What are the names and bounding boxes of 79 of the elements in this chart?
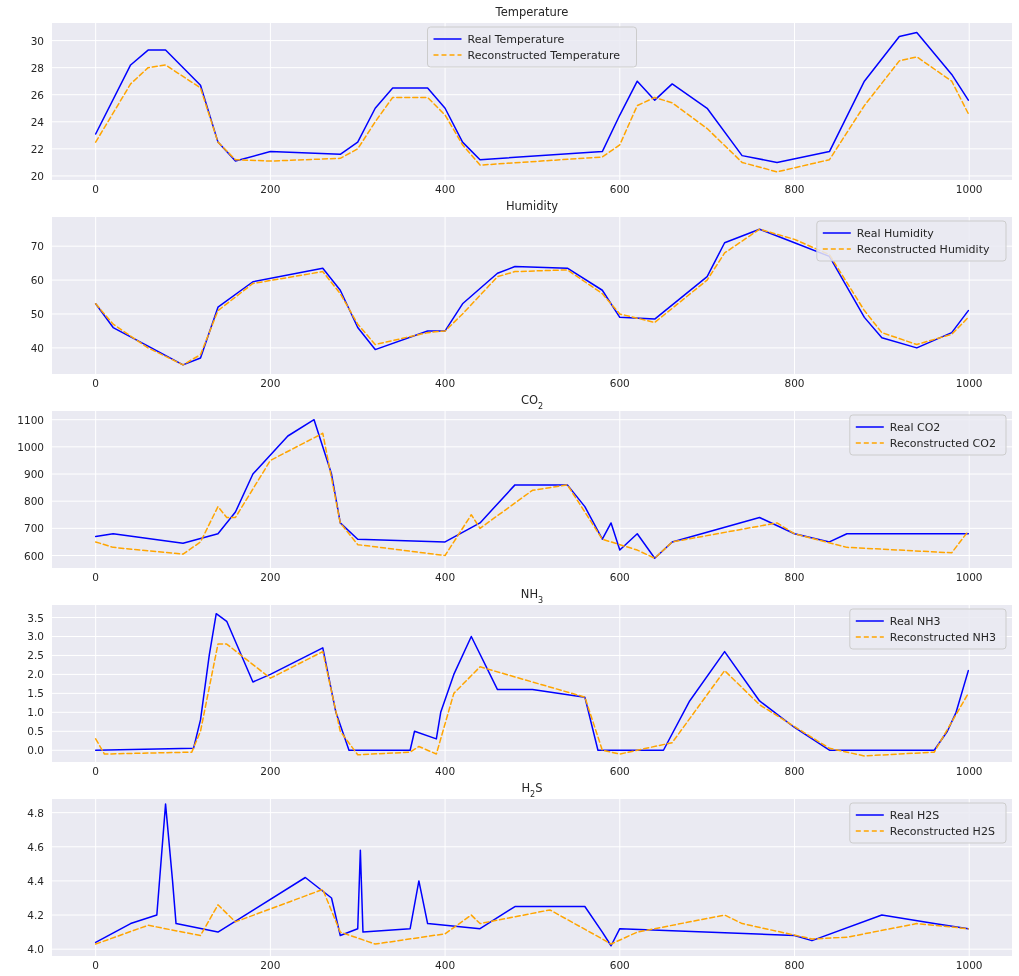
x-tick-label: 800 xyxy=(784,183,805,195)
y-tick-label: 1.5 xyxy=(27,687,44,700)
x-tick-label: 1000 xyxy=(955,959,983,971)
y-tick-label: 40 xyxy=(30,341,44,354)
y-tick-label: 0.0 xyxy=(27,744,44,757)
y-tick-label: 4.0 xyxy=(27,943,44,956)
y-tick-label: 70 xyxy=(30,240,44,253)
x-tick-label: 0 xyxy=(92,183,100,195)
y-tick-label: 30 xyxy=(30,34,44,47)
line-series xyxy=(94,888,970,945)
x-tick-label: 400 xyxy=(435,183,456,195)
line-series xyxy=(94,803,970,947)
y-tick-label: 22 xyxy=(30,142,44,155)
x-tick-label: 400 xyxy=(435,959,456,971)
x-tick-label: 1000 xyxy=(955,183,983,195)
x-tick-label: 400 xyxy=(435,571,456,583)
chart-title: H$_{2}$S xyxy=(521,781,543,799)
legend-label: Real Humidity xyxy=(856,227,935,240)
y-tick-label: 60 xyxy=(30,274,44,287)
y-tick-label: 0.5 xyxy=(27,725,44,738)
x-tick-label: 600 xyxy=(609,571,630,583)
chart-title: CO$_{2}$ xyxy=(520,393,544,411)
x-tick-label: 600 xyxy=(609,765,630,777)
y-tick-label: 26 xyxy=(30,88,45,101)
y-tick-label: 24 xyxy=(30,115,45,128)
x-tick-label: 1000 xyxy=(955,765,983,777)
x-tick-label: 600 xyxy=(609,183,630,195)
y-tick-label: 900 xyxy=(23,468,44,481)
x-tick-label: 200 xyxy=(260,765,281,777)
y-tick-label: 4.6 xyxy=(27,840,45,853)
chart-title: NH$_{3}$ xyxy=(520,587,544,605)
x-tick-label: 0 xyxy=(92,377,100,389)
y-tick-label: 4.4 xyxy=(27,874,45,887)
legend-label: Reconstructed Temperature xyxy=(467,49,621,62)
x-tick-label: 600 xyxy=(609,959,630,971)
y-tick-label: 4.8 xyxy=(27,806,44,819)
chart-title: Temperature xyxy=(494,5,569,19)
legend-label: Real CO2 xyxy=(889,421,941,434)
y-tick-label: 800 xyxy=(23,495,44,508)
x-tick-label: 1000 xyxy=(955,571,983,583)
y-tick-label: 50 xyxy=(30,307,44,320)
legend-label: Real Temperature xyxy=(467,33,565,46)
x-tick-label: 600 xyxy=(609,377,630,389)
y-tick-label: 28 xyxy=(30,61,44,74)
x-tick-label: 800 xyxy=(784,959,805,971)
x-tick-label: 800 xyxy=(784,377,805,389)
x-tick-label: 200 xyxy=(260,377,281,389)
x-tick-label: 200 xyxy=(260,959,281,971)
chart-title: Humidity xyxy=(505,199,559,213)
y-tick-label: 3.0 xyxy=(27,630,44,643)
legend-label: Reconstructed CO2 xyxy=(889,437,996,450)
y-tick-label: 3.5 xyxy=(27,611,44,624)
line-series xyxy=(94,643,970,757)
x-tick-label: 200 xyxy=(260,571,281,583)
y-tick-label: 2.0 xyxy=(27,668,44,681)
y-tick-label: 4.2 xyxy=(27,909,44,922)
x-tick-label: 400 xyxy=(435,377,456,389)
legend-label: Real H2S xyxy=(889,809,940,822)
legend-label: Reconstructed H2S xyxy=(889,825,995,838)
y-tick-label: 1.0 xyxy=(27,706,44,719)
line-series xyxy=(94,31,970,164)
x-tick-label: 0 xyxy=(92,765,100,777)
y-tick-label: 20 xyxy=(30,169,44,182)
x-tick-label: 1000 xyxy=(955,377,983,389)
x-tick-label: 0 xyxy=(92,959,100,971)
y-tick-label: 2.5 xyxy=(27,649,44,662)
legend-label: Reconstructed Humidity xyxy=(856,243,990,256)
legend-label: Reconstructed NH3 xyxy=(889,631,997,644)
y-tick-label: 600 xyxy=(23,549,44,562)
x-tick-label: 400 xyxy=(435,765,456,777)
x-tick-label: 800 xyxy=(784,571,805,583)
legend-label: Real NH3 xyxy=(889,615,941,628)
x-tick-label: 0 xyxy=(92,571,100,583)
y-tick-label: 700 xyxy=(23,522,44,535)
y-tick-label: 1000 xyxy=(17,440,44,453)
x-tick-label: 800 xyxy=(784,765,805,777)
y-tick-label: 1100 xyxy=(17,413,44,426)
line-series xyxy=(94,612,970,751)
x-tick-label: 200 xyxy=(260,183,281,195)
